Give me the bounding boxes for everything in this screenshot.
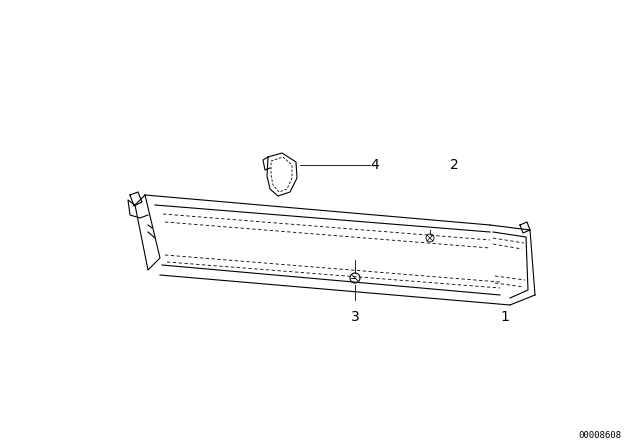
Text: 1: 1 [500,310,509,324]
Text: 2: 2 [450,158,459,172]
Text: 3: 3 [351,310,360,324]
Text: 00008608: 00008608 [579,431,621,440]
Text: 4: 4 [370,158,379,172]
